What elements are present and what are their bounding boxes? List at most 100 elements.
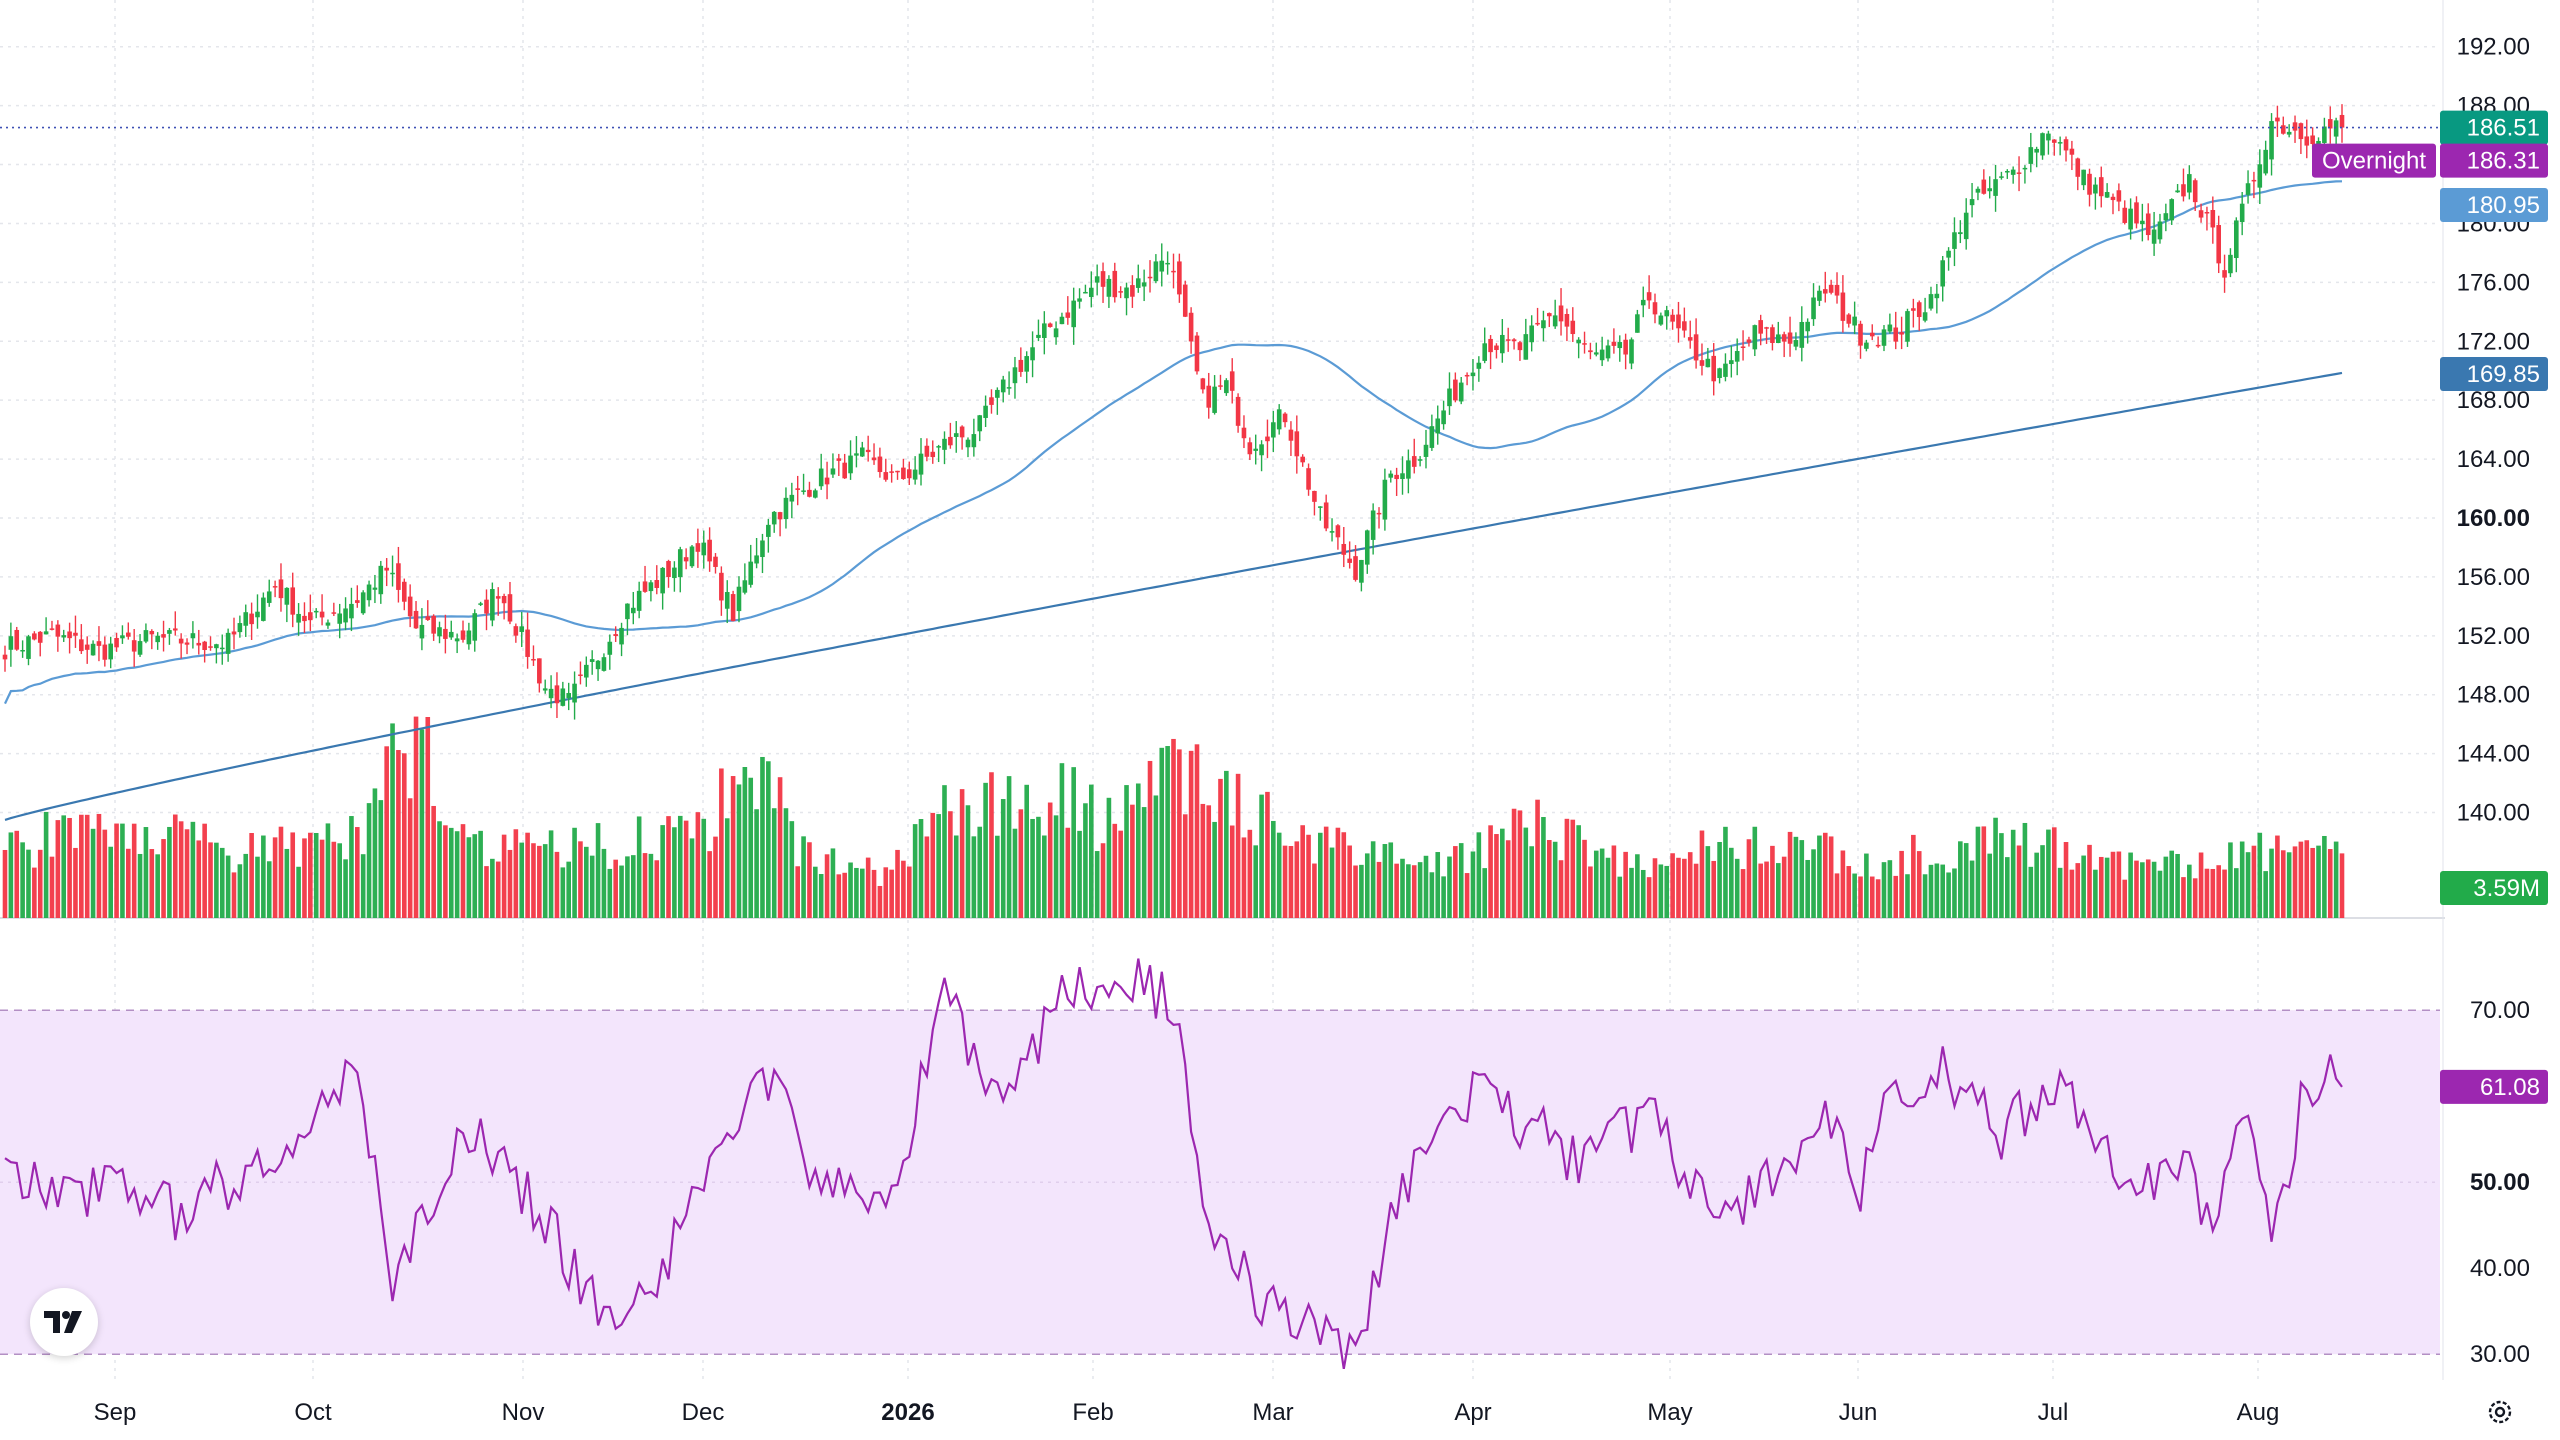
candle-body[interactable]: [431, 615, 436, 634]
candle-body[interactable]: [366, 584, 372, 601]
candle-body[interactable]: [1382, 479, 1388, 520]
candle-body[interactable]: [895, 470, 900, 473]
candle-body[interactable]: [1453, 379, 1458, 401]
candle-body[interactable]: [296, 613, 301, 623]
candle-body[interactable]: [2316, 140, 2321, 146]
candle-body[interactable]: [1282, 413, 1288, 423]
candle-body[interactable]: [2251, 179, 2257, 182]
candle-body[interactable]: [906, 469, 912, 479]
candle-body[interactable]: [396, 563, 401, 590]
candle-body[interactable]: [724, 592, 730, 609]
candle-body[interactable]: [2087, 173, 2092, 195]
candle-body[interactable]: [360, 592, 366, 614]
candle-layer[interactable]: [2, 104, 2345, 720]
candle-body[interactable]: [1411, 456, 1417, 467]
candle-body[interactable]: [771, 511, 777, 525]
candle-body[interactable]: [2010, 169, 2016, 175]
candle-body[interactable]: [1094, 276, 1100, 283]
candle-body[interactable]: [349, 603, 354, 619]
candle-body[interactable]: [1881, 329, 1887, 346]
candle-body[interactable]: [2181, 184, 2186, 197]
candle-body[interactable]: [1582, 343, 1587, 345]
candle-body[interactable]: [308, 612, 313, 621]
candle-body[interactable]: [766, 524, 771, 537]
candle-body[interactable]: [983, 405, 988, 418]
candle-body[interactable]: [1758, 320, 1763, 334]
candle-body[interactable]: [55, 624, 61, 637]
candle-body[interactable]: [2228, 254, 2233, 274]
candle-body[interactable]: [936, 446, 941, 448]
candle-body[interactable]: [859, 447, 865, 457]
candle-body[interactable]: [1030, 347, 1035, 361]
candle-body[interactable]: [836, 458, 842, 461]
candle-body[interactable]: [1218, 385, 1223, 387]
candle-body[interactable]: [689, 546, 695, 567]
candle-body[interactable]: [1646, 292, 1652, 301]
candle-body[interactable]: [1940, 260, 1946, 287]
candle-body[interactable]: [1259, 444, 1264, 456]
candle-body[interactable]: [2151, 229, 2157, 244]
candle-body[interactable]: [1241, 427, 1247, 439]
candle-body[interactable]: [190, 633, 196, 639]
candle-body[interactable]: [2034, 148, 2039, 153]
candle-body[interactable]: [848, 455, 853, 474]
candle-body[interactable]: [619, 627, 624, 645]
candle-body[interactable]: [1629, 339, 1634, 364]
candle-body[interactable]: [1271, 422, 1276, 438]
candle-body[interactable]: [219, 647, 225, 650]
candle-body[interactable]: [1494, 345, 1499, 350]
candle-body[interactable]: [1347, 558, 1352, 563]
candle-body[interactable]: [713, 556, 718, 567]
candle-body[interactable]: [1705, 358, 1711, 368]
candle-body[interactable]: [2198, 210, 2204, 218]
candle-body[interactable]: [959, 426, 965, 438]
candle-body[interactable]: [1623, 339, 1628, 355]
candle-body[interactable]: [1963, 212, 1969, 240]
candle-body[interactable]: [2063, 139, 2069, 151]
candle-body[interactable]: [208, 646, 213, 648]
candle-body[interactable]: [1059, 316, 1065, 325]
candle-body[interactable]: [1811, 297, 1816, 320]
candle-body[interactable]: [672, 567, 677, 579]
candle-body[interactable]: [1505, 339, 1511, 341]
candle-body[interactable]: [1899, 332, 1904, 335]
candle-body[interactable]: [1858, 323, 1863, 346]
candle-body[interactable]: [795, 488, 801, 490]
candle-body[interactable]: [1359, 559, 1364, 583]
candle-body[interactable]: [73, 632, 78, 636]
candle-body[interactable]: [137, 641, 143, 655]
candle-body[interactable]: [1235, 396, 1241, 426]
candle-body[interactable]: [1435, 418, 1441, 434]
candle-body[interactable]: [2046, 133, 2051, 141]
candle-body[interactable]: [1552, 315, 1558, 327]
candle-body[interactable]: [1911, 308, 1916, 311]
candle-body[interactable]: [1576, 339, 1581, 344]
candle-body[interactable]: [2157, 221, 2163, 240]
candle-body[interactable]: [953, 433, 959, 437]
candle-body[interactable]: [8, 636, 14, 650]
candle-body[interactable]: [1564, 314, 1570, 327]
candle-body[interactable]: [184, 642, 190, 645]
candle-body[interactable]: [155, 635, 160, 643]
candle-body[interactable]: [2304, 136, 2310, 146]
candle-body[interactable]: [601, 657, 607, 671]
candle-body[interactable]: [1112, 270, 1118, 298]
candle-body[interactable]: [284, 587, 290, 605]
candle-body[interactable]: [1611, 341, 1617, 346]
candle-body[interactable]: [1523, 334, 1529, 360]
candle-body[interactable]: [1558, 305, 1564, 322]
candle-body[interactable]: [1024, 356, 1030, 372]
candle-body[interactable]: [214, 644, 219, 649]
candle-body[interactable]: [1036, 334, 1041, 338]
candle-body[interactable]: [2204, 211, 2210, 214]
candle-body[interactable]: [1171, 270, 1176, 273]
candle-body[interactable]: [2327, 119, 2333, 129]
candle-body[interactable]: [343, 608, 348, 623]
candle-body[interactable]: [965, 439, 971, 448]
candle-body[interactable]: [531, 658, 536, 661]
candle-body[interactable]: [355, 600, 360, 603]
candle-body[interactable]: [325, 622, 331, 626]
candle-body[interactable]: [2269, 121, 2274, 160]
candle-body[interactable]: [1294, 431, 1300, 457]
